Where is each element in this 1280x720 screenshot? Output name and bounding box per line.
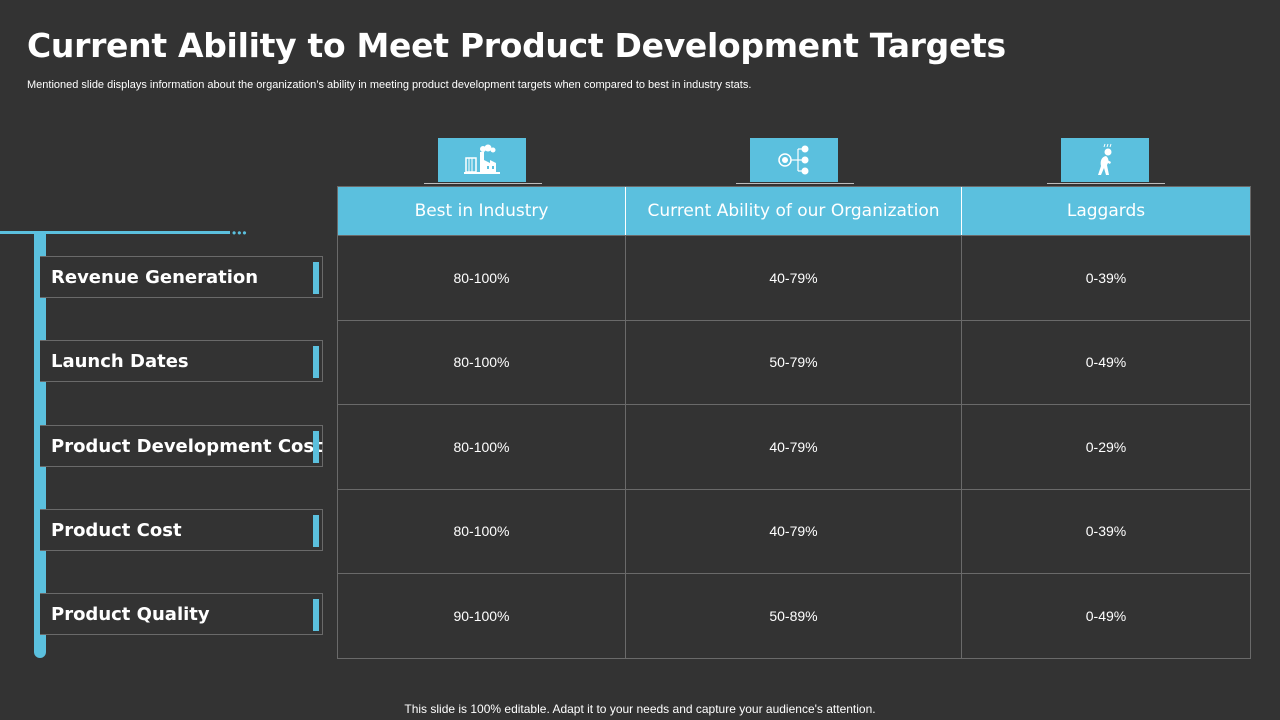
- column-icon-best-in-industry: [424, 138, 542, 184]
- column-icon-laggards: [1047, 138, 1165, 184]
- table-cell: 40-79%: [626, 489, 962, 573]
- table-row: 80-100% 40-79% 0-39%: [338, 488, 1250, 573]
- table-cell: 50-79%: [626, 320, 962, 404]
- icon-underline: [424, 183, 542, 184]
- timeline-dots: •••: [232, 226, 248, 240]
- table-cell: 90-100%: [338, 574, 626, 658]
- category-revenue-generation: Revenue Generation: [40, 256, 323, 298]
- header-best-in-industry: Best in Industry: [338, 187, 626, 235]
- category-accent: [313, 515, 319, 547]
- icon-underline: [736, 183, 854, 184]
- column-icon-current-ability: [736, 138, 854, 184]
- table-cell: 0-49%: [1085, 607, 1127, 624]
- network-diagram-icon: [778, 145, 809, 175]
- table-row: 80-100% 50-79% 0-49%: [338, 319, 1250, 404]
- table-cell: 40-79%: [626, 405, 962, 489]
- table-cell: 80-100%: [338, 320, 626, 404]
- icon-underline: [1047, 183, 1165, 184]
- category-product-cost: Product Cost: [40, 509, 323, 551]
- table-cell: 0-49%: [1085, 354, 1127, 371]
- factory-icon: [464, 144, 500, 174]
- table-header: Best in Industry Current Ability of our …: [338, 187, 1250, 235]
- slide-title: Current Ability to Meet Product Developm…: [27, 26, 1006, 65]
- table-cell: 0-39%: [1085, 269, 1127, 286]
- category-accent: [313, 431, 319, 463]
- table-cell: 0-29%: [1085, 438, 1127, 455]
- table-row: 80-100% 40-79% 0-29%: [338, 404, 1250, 489]
- header-current-ability: Current Ability of our Organization: [626, 187, 962, 235]
- timeline-horizontal-line: [0, 231, 230, 234]
- category-label: Product Development Cost: [51, 435, 323, 457]
- table-cell: 80-100%: [338, 236, 626, 320]
- slide-subtitle: Mentioned slide displays information abo…: [27, 79, 752, 91]
- table-cell: 50-89%: [626, 574, 962, 658]
- table-row: 90-100% 50-89% 0-49%: [338, 573, 1250, 658]
- tired-person-icon: [1098, 143, 1112, 175]
- category-accent: [313, 346, 319, 378]
- category-label: Launch Dates: [51, 350, 189, 372]
- targets-table: Best in Industry Current Ability of our …: [337, 186, 1251, 659]
- category-product-quality: Product Quality: [40, 593, 323, 635]
- category-launch-dates: Launch Dates: [40, 340, 323, 382]
- table-cell: 80-100%: [338, 489, 626, 573]
- table-row: 80-100% 40-79% 0-39%: [338, 235, 1250, 320]
- table-cell: 40-79%: [626, 236, 962, 320]
- category-product-development-cost: Product Development Cost: [40, 425, 323, 467]
- slide-footer: This slide is 100% editable. Adapt it to…: [404, 702, 876, 716]
- category-accent: [313, 599, 319, 631]
- header-laggards: Laggards: [1066, 201, 1146, 221]
- table-cell: 0-39%: [1085, 523, 1127, 540]
- table-cell: 80-100%: [338, 405, 626, 489]
- category-label: Product Quality: [51, 603, 210, 625]
- category-accent: [313, 262, 319, 294]
- category-label: Revenue Generation: [51, 266, 259, 288]
- category-label: Product Cost: [51, 519, 182, 541]
